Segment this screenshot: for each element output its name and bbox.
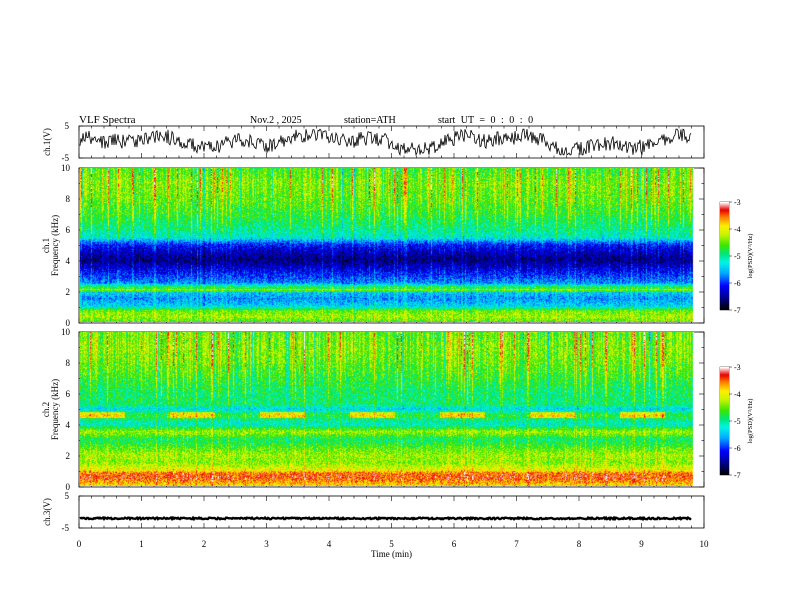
figure-station: station=ATH <box>344 115 396 126</box>
ch2-colorbar-image <box>720 367 729 475</box>
ch1-freq-tick-label: 10 <box>61 163 71 173</box>
ch1-colorbar-tick-label: -5 <box>734 252 741 261</box>
ch2-colorbar-tick-label: -3 <box>734 363 741 372</box>
ch3-waveform-trace <box>79 515 692 522</box>
x-tick-label: 2 <box>202 539 207 549</box>
ch1-colorbar-image <box>720 202 729 310</box>
ch2-freq-tick-label: 10 <box>61 327 71 337</box>
ch2-colorbar-tick-label: -7 <box>734 471 741 480</box>
ch3-ytick-label: 5 <box>65 491 70 501</box>
ch2-colorbar-tick-label: -6 <box>734 444 741 453</box>
x-tick-label: 0 <box>77 539 82 549</box>
figure-start-ut: start UT = 0 : 0 : 0 <box>438 115 534 126</box>
x-tick-label: 8 <box>577 539 582 549</box>
ch1-freq-tick-label: 4 <box>66 256 71 266</box>
ch2-freq-label: Frequency (kHz) <box>50 379 60 440</box>
ch1-channel-label: ch.1 <box>41 238 51 253</box>
x-tick-label: 9 <box>639 539 644 549</box>
ch2-freq-tick-label: 4 <box>66 420 71 430</box>
ch2-spectrogram-image <box>80 332 694 486</box>
ch1-ytick-label: -5 <box>62 153 70 163</box>
x-tick-label: 3 <box>264 539 269 549</box>
ch1-colorbar-tick-label: -7 <box>734 306 741 315</box>
ch3-ytick-label: -5 <box>62 523 70 533</box>
figure-date: Nov.2 , 2025 <box>250 115 302 126</box>
ch2-colorbar-tick-label: -4 <box>734 390 741 399</box>
x-tick-label: 4 <box>327 539 332 549</box>
x-tick-label: 10 <box>700 539 710 549</box>
ch1-freq-label: Frequency (kHz) <box>50 215 60 276</box>
ch1-colorbar-label: log(PSD)(V²/Hz) <box>747 234 754 279</box>
x-tick-label: 7 <box>514 539 519 549</box>
ch2-freq-tick-label: 0 <box>66 482 71 492</box>
ch2-colorbar-label: log(PSD)(V²/Hz) <box>747 399 754 444</box>
ch2-channel-label: ch.2 <box>41 402 51 417</box>
x-axis-label: Time (min) <box>371 549 412 559</box>
ch1-colorbar-tick-label: -3 <box>734 198 741 207</box>
ch1-ytick-label: 5 <box>65 121 70 131</box>
x-tick-label: 6 <box>452 539 457 549</box>
ch1-freq-tick-label: 2 <box>66 287 71 297</box>
x-tick-label: 1 <box>139 539 144 549</box>
ch1-freq-tick-label: 6 <box>66 225 71 235</box>
ch2-freq-tick-label: 2 <box>66 451 71 461</box>
ch1-colorbar-tick-label: -4 <box>734 225 741 234</box>
ch1-colorbar-tick-label: -6 <box>734 279 741 288</box>
ch2-colorbar-tick-label: -5 <box>734 417 741 426</box>
ch3-ylabel: ch.3(V) <box>42 498 52 526</box>
x-tick-label: 5 <box>389 539 394 549</box>
ch1-spectrogram-image <box>80 168 694 322</box>
ch2-freq-tick-label: 8 <box>66 358 71 368</box>
ch1-freq-tick-label: 0 <box>66 318 71 328</box>
ch1-freq-tick-label: 8 <box>66 194 71 204</box>
ch1-ylabel: ch.1(V) <box>42 128 52 156</box>
figure-title: VLF Spectra <box>79 114 136 126</box>
ch1-waveform-trace <box>79 128 692 157</box>
ch2-freq-tick-label: 6 <box>66 389 71 399</box>
